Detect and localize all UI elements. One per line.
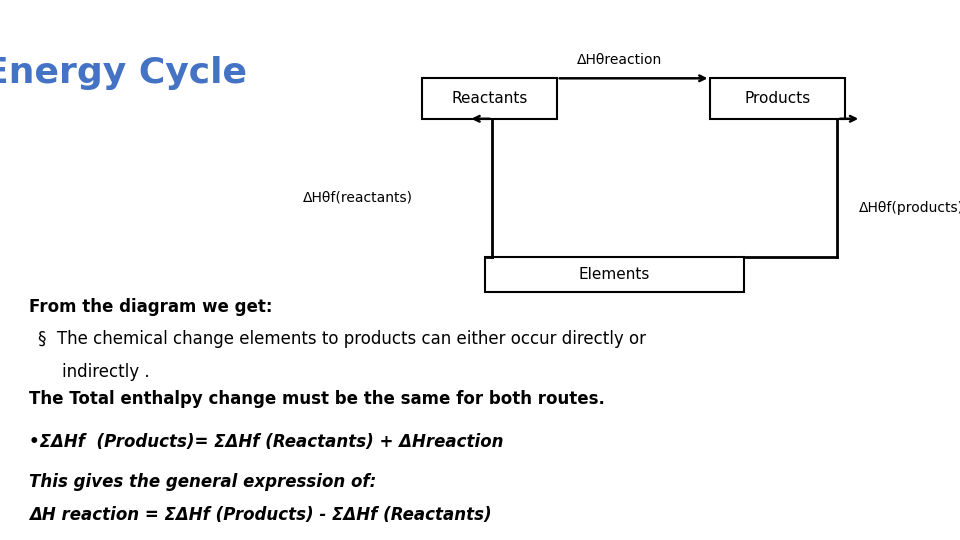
Text: ΔHθf(products): ΔHθf(products) [859,201,960,215]
Text: ΔHθreaction: ΔHθreaction [577,53,661,68]
Text: ΔHθf(reactants): ΔHθf(reactants) [302,190,413,204]
Text: The Total enthalpy change must be the same for both routes.: The Total enthalpy change must be the sa… [29,390,605,408]
Text: This gives the general expression of:: This gives the general expression of: [29,474,376,491]
Text: ΔH reaction = ΣΔHf (Products) - ΣΔHf (Reactants): ΔH reaction = ΣΔHf (Products) - ΣΔHf (Re… [29,506,492,524]
Text: Reactants: Reactants [451,91,528,106]
FancyBboxPatch shape [485,256,744,292]
Text: indirectly .: indirectly . [62,363,150,381]
Text: Products: Products [744,91,811,106]
FancyBboxPatch shape [422,78,557,119]
Text: Energy Cycle: Energy Cycle [0,56,247,90]
Text: §  The chemical change elements to products can either occur directly or: § The chemical change elements to produc… [38,330,646,348]
Text: •ΣΔHf  (Products)= ΣΔHf (Reactants) + ΔHreaction: •ΣΔHf (Products)= ΣΔHf (Reactants) + ΔHr… [29,433,503,451]
FancyBboxPatch shape [710,78,845,119]
Text: From the diagram we get:: From the diagram we get: [29,298,273,316]
Text: Elements: Elements [579,267,650,281]
